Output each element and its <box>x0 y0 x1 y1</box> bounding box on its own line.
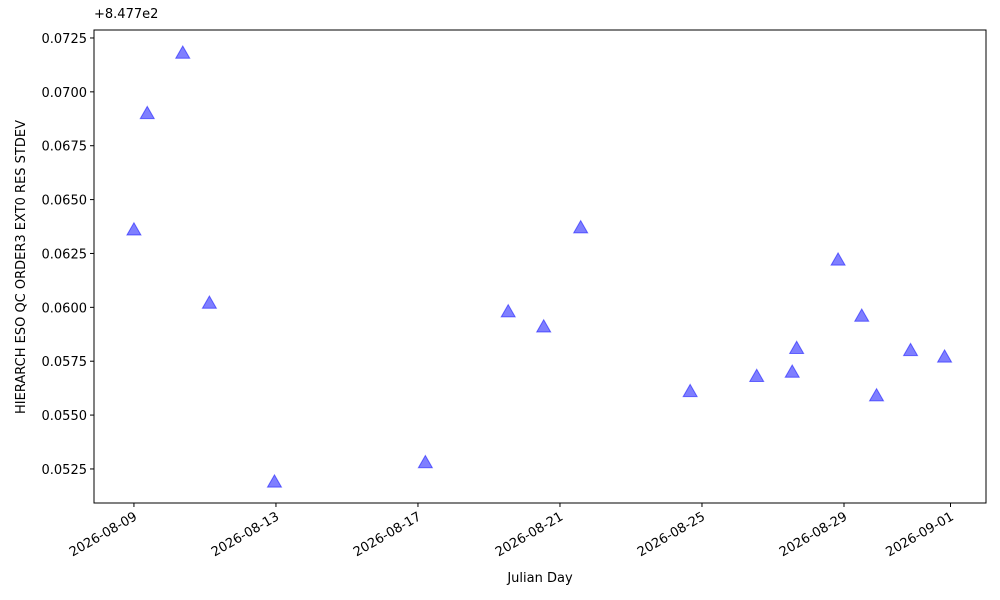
data-point <box>868 387 885 402</box>
data-point <box>936 348 953 363</box>
data-point <box>417 454 434 469</box>
x-tick-label: 2026-08-17 <box>351 509 424 560</box>
x-tick-label: 2026-08-29 <box>777 509 850 560</box>
data-point <box>784 363 801 378</box>
x-tick-label: 2026-08-21 <box>493 509 566 560</box>
data-point <box>748 368 765 383</box>
data-point <box>174 45 191 59</box>
data-point <box>572 219 589 234</box>
data-point <box>266 473 283 488</box>
plot-frame <box>93 29 987 504</box>
data-point <box>682 383 699 398</box>
y-tick-label: 0.0575 <box>42 355 88 370</box>
y-offset-label: +8.477e2 <box>94 7 158 22</box>
y-tick-label: 0.0725 <box>42 32 88 47</box>
y-tick-label: 0.0550 <box>42 409 88 424</box>
data-point <box>201 295 218 309</box>
data-point <box>126 221 142 236</box>
data-point <box>139 105 156 120</box>
data-point <box>853 307 870 322</box>
x-tick-label: 2026-08-09 <box>67 509 140 560</box>
data-point <box>902 342 919 357</box>
x-axis-label: Julian Day <box>506 571 573 586</box>
y-tick-label: 0.0625 <box>42 247 88 262</box>
x-tick-label: 2026-09-01 <box>884 509 957 560</box>
y-axis-label: HIERARCH ESO QC ORDER3 EXT0 RES STDEV <box>14 120 29 414</box>
y-tick-label: 0.0650 <box>42 194 88 209</box>
data-point <box>788 340 805 355</box>
y-tick-label: 0.0525 <box>42 463 88 478</box>
data-point <box>500 303 517 318</box>
x-tick-label: 2026-08-13 <box>209 509 282 560</box>
y-tick-label: 0.0675 <box>42 140 88 155</box>
y-tick-label: 0.0600 <box>42 301 88 316</box>
data-point <box>830 251 846 266</box>
y-tick-label: 0.0700 <box>42 86 88 101</box>
data-point <box>535 318 552 333</box>
x-tick-label: 2026-08-25 <box>635 509 708 560</box>
